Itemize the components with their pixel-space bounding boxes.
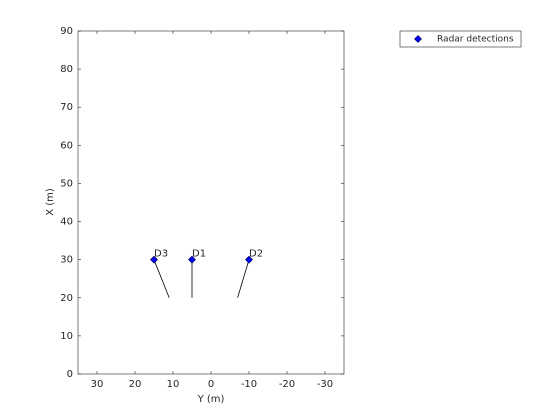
detection-marker [245,255,253,264]
y-tick-label: 90 [60,26,73,37]
x-tick-label: 10 [167,379,180,390]
x-tick-label: -30 [317,379,333,390]
plot-box [77,30,345,375]
y-tick-label: 30 [60,255,73,266]
velocity-line [153,259,170,298]
detection-label: D2 [249,249,263,260]
y-tick-label: 60 [60,140,73,151]
legend-box [399,30,522,48]
x-tick-label: -20 [279,379,295,390]
y-tick-label: 10 [60,331,73,342]
legend-label: Radar detections [437,35,514,45]
x-tick-label: 20 [129,379,142,390]
velocity-line [237,259,250,298]
detection-marker [188,255,196,264]
y-tick-label: 50 [60,178,73,189]
detection-label: D3 [154,249,168,260]
y-tick-label: 20 [60,293,73,304]
y-tick-label: 0 [67,369,73,380]
x-tick-label: 0 [208,379,214,390]
x-axis-label: Y (m) [197,394,225,405]
y-tick-label: 80 [60,64,73,75]
y-tick-label: 70 [60,102,73,113]
y-tick-label: 40 [60,217,73,228]
y-axis-label: X (m) [45,188,56,216]
legend-marker [414,35,422,43]
x-tick-label: -10 [241,379,257,390]
detection-label: D1 [192,249,206,260]
detection-marker [150,255,158,264]
x-tick-label: 30 [91,379,104,390]
